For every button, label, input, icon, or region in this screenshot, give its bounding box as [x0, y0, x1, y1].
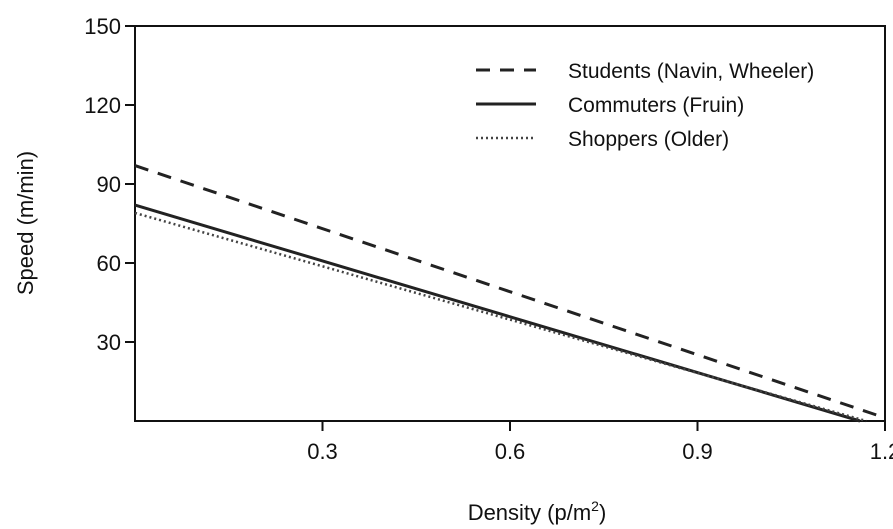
x-tick-label: 0.6: [495, 439, 526, 464]
y-tick-label: 120: [84, 93, 121, 118]
legend-label-2: Commuters (Fruin): [568, 94, 744, 117]
series-line-1: [134, 164, 880, 418]
series-lines: [134, 164, 880, 423]
x-axis-title: Density (p/m2): [468, 498, 607, 525]
x-tick-label: 0.9: [682, 439, 713, 464]
legend-label-1: Students (Navin, Wheeler): [568, 60, 814, 83]
legend-label-3: Shoppers (Older): [568, 128, 729, 151]
series-line-2: [134, 203, 861, 423]
plot-frame: [134, 25, 886, 422]
y-axis-title: Speed (m/min): [13, 151, 38, 295]
x-tick-label: 0.3: [307, 439, 338, 464]
y-tick-label: 60: [97, 251, 121, 276]
x-axis: 0.3 0.6 0.9 1.2: [307, 421, 893, 464]
x-tick-label: 1.2: [870, 439, 893, 464]
y-axis: 30 60 90 120 150: [84, 14, 135, 355]
y-tick-label: 30: [97, 330, 121, 355]
legend: Students (Navin, Wheeler) Commuters (Frui…: [476, 60, 814, 151]
y-tick-label: 150: [84, 14, 121, 39]
y-tick-label: 90: [97, 172, 121, 197]
series-line-3: [134, 211, 867, 423]
